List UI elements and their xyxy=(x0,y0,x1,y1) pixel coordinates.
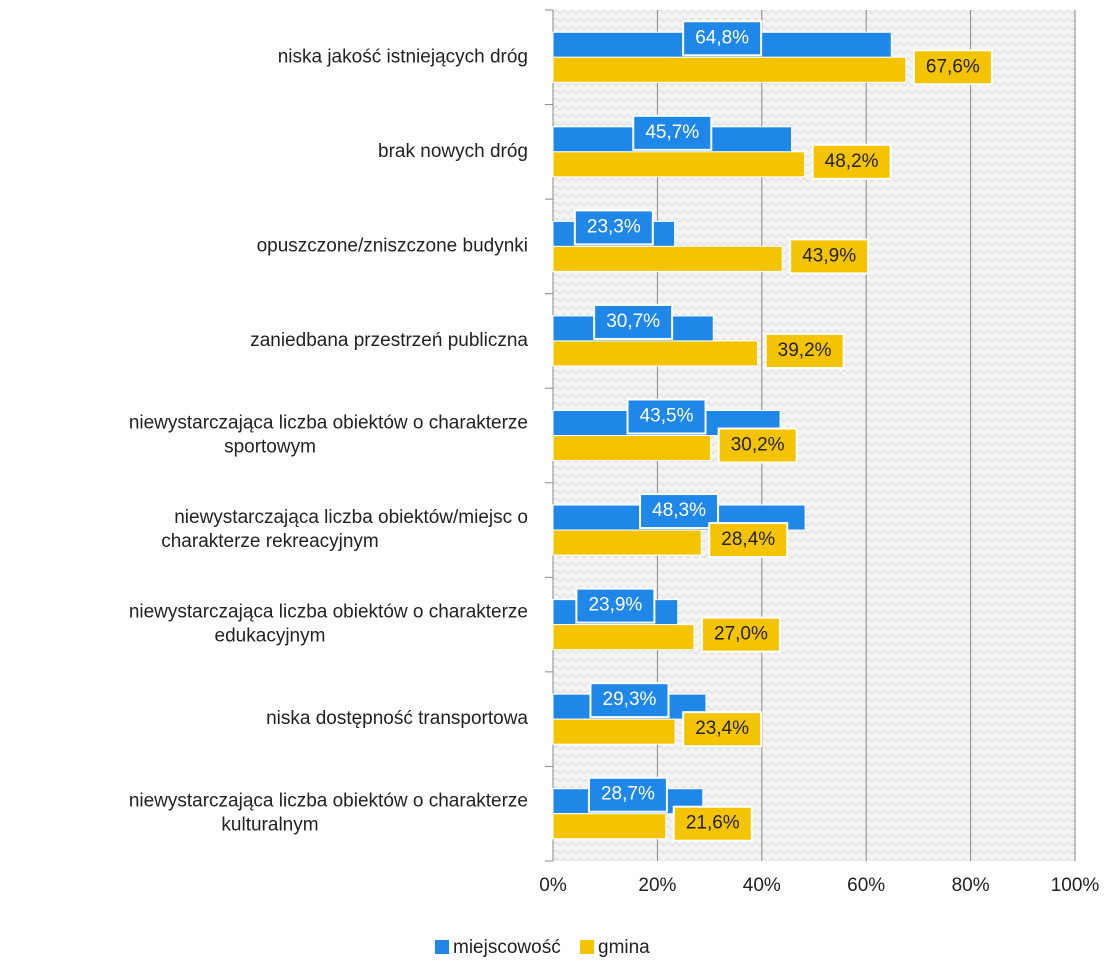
category-line: niewystarczająca liczba obiektów o chara… xyxy=(129,602,528,623)
value-label: 23,4% xyxy=(695,718,749,739)
x-tick-label: 80% xyxy=(952,875,990,896)
value-label-box xyxy=(682,711,763,748)
value-label: 27,0% xyxy=(714,624,768,645)
x-tick-label: 60% xyxy=(847,875,885,896)
value-label-box xyxy=(912,49,993,86)
bar xyxy=(552,624,695,651)
bar xyxy=(552,529,702,556)
value-label: 30,2% xyxy=(731,435,785,456)
value-label: 67,6% xyxy=(926,56,980,77)
x-tick-label: 0% xyxy=(539,875,567,896)
category-line: edukacyjnym xyxy=(215,626,326,647)
value-label: 28,4% xyxy=(721,529,775,550)
x-tick-label: 20% xyxy=(638,875,676,896)
value-label-box xyxy=(700,616,781,653)
value-label-box xyxy=(811,143,892,180)
value-label-box xyxy=(639,493,720,530)
value-label-box xyxy=(593,303,674,340)
bar xyxy=(552,245,783,272)
category-line: sportowym xyxy=(224,437,316,458)
category-label: opuszczone/zniszczone budynki xyxy=(257,235,528,256)
value-label-box xyxy=(589,682,670,719)
category-label: niewystarczająca liczba obiektów o chara… xyxy=(129,791,528,836)
category-label: niska dostępność transportowa xyxy=(266,708,528,729)
legend-swatch xyxy=(580,940,594,954)
category-label: niewystarczająca liczba obiektów o chara… xyxy=(129,413,528,458)
value-label-box xyxy=(587,776,668,813)
x-tick-label: 100% xyxy=(1051,875,1100,896)
bar xyxy=(552,56,907,83)
bar xyxy=(552,718,676,745)
value-label: 23,3% xyxy=(587,216,641,237)
value-label-box xyxy=(626,398,707,435)
value-label-box xyxy=(573,209,654,246)
category-line: kulturalnym xyxy=(221,815,318,836)
value-label: 39,2% xyxy=(778,340,832,361)
value-label-box xyxy=(575,587,656,624)
legend-swatch xyxy=(435,940,449,954)
value-label-box xyxy=(632,114,713,151)
category-label: niska jakość istniejących dróg xyxy=(278,46,528,67)
value-label: 45,7% xyxy=(645,122,699,143)
value-label: 23,9% xyxy=(588,595,642,616)
category-label: zaniedbana przestrzeń publiczna xyxy=(250,330,528,351)
category-label: brak nowych dróg xyxy=(378,141,528,162)
value-label: 29,3% xyxy=(603,689,657,710)
category-line: charakterze rekreacyjnym xyxy=(161,531,379,552)
category-label: niewystarczająca liczba obiektów/miejsc … xyxy=(161,507,528,552)
category-line: niewystarczająca liczba obiektów/miejsc … xyxy=(174,507,528,528)
legend-label: gmina xyxy=(598,937,650,958)
value-label: 43,9% xyxy=(802,245,856,266)
value-label: 30,7% xyxy=(606,311,660,332)
value-label-box xyxy=(717,427,798,464)
value-label: 43,5% xyxy=(640,406,694,427)
bar xyxy=(552,340,759,367)
category-label: niewystarczająca liczba obiektów o chara… xyxy=(129,602,528,647)
bar xyxy=(552,435,712,461)
value-label-box xyxy=(672,805,753,842)
value-label-box xyxy=(708,522,789,559)
category-line: niewystarczająca liczba obiektów o chara… xyxy=(129,413,528,434)
value-label: 21,6% xyxy=(686,813,740,834)
value-label-box xyxy=(682,20,763,57)
category-line: niewystarczająca liczba obiektów o chara… xyxy=(129,791,528,812)
value-label: 48,3% xyxy=(652,500,706,521)
value-label: 64,8% xyxy=(695,27,749,48)
value-label-box xyxy=(764,332,845,369)
value-label: 48,2% xyxy=(825,151,879,172)
value-label-box xyxy=(789,238,870,275)
value-label: 28,7% xyxy=(601,784,655,805)
legend-label: miejscowość xyxy=(453,937,561,958)
bar xyxy=(552,813,667,840)
x-tick-label: 40% xyxy=(743,875,781,896)
bar xyxy=(552,151,806,178)
